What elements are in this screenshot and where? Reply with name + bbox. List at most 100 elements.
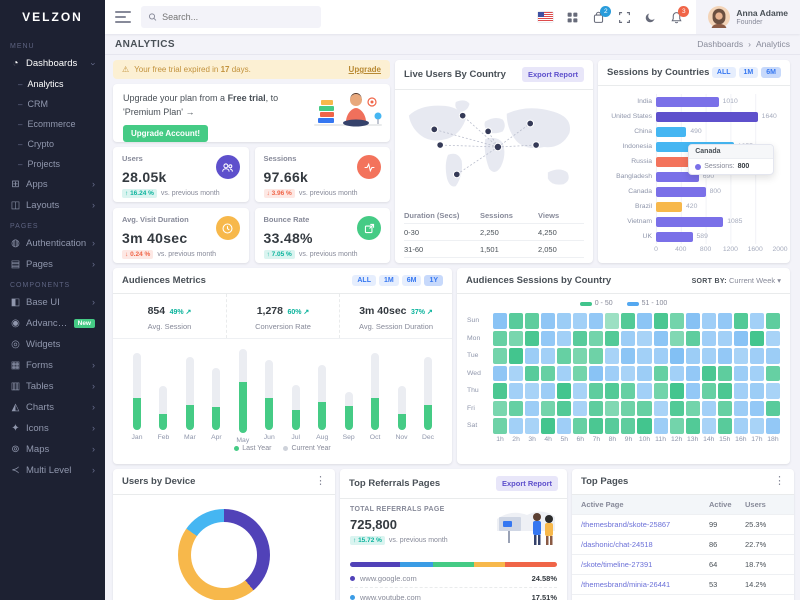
- heatmap-cell[interactable]: [669, 400, 684, 416]
- bar[interactable]: [656, 111, 758, 122]
- heatmap-cell[interactable]: [717, 365, 732, 381]
- heatmap-cell[interactable]: [733, 348, 748, 364]
- current-year-bar[interactable]: [371, 352, 380, 399]
- heatmap-cell[interactable]: [605, 313, 620, 329]
- heatmap-cell[interactable]: [701, 313, 716, 329]
- heatmap-cell[interactable]: [749, 400, 764, 416]
- fullscreen-icon[interactable]: [618, 11, 631, 24]
- heatmap-cell[interactable]: [733, 313, 748, 329]
- heatmap-cell[interactable]: [525, 400, 540, 416]
- last-year-bar[interactable]: [159, 414, 168, 430]
- heatmap-cell[interactable]: [669, 418, 684, 434]
- heatmap-cell[interactable]: [733, 418, 748, 434]
- heatmap-cell[interactable]: [605, 330, 620, 346]
- heatmap-cell[interactable]: [749, 330, 764, 346]
- sidebar-item-layouts[interactable]: ◫ Layouts ›: [0, 195, 105, 216]
- heatmap-cell[interactable]: [749, 365, 764, 381]
- heatmap-cell[interactable]: [589, 400, 604, 416]
- referral-link[interactable]: www.youtube.com: [360, 592, 421, 600]
- heatmap-cell[interactable]: [685, 365, 700, 381]
- heatmap-cell[interactable]: [621, 313, 636, 329]
- heatmap-cell[interactable]: [749, 348, 764, 364]
- heatmap-cell[interactable]: [701, 348, 716, 364]
- heatmap-cell[interactable]: [541, 313, 556, 329]
- filter-all[interactable]: ALL: [711, 67, 736, 78]
- heatmap-cell[interactable]: [525, 383, 540, 399]
- heatmap-cell[interactable]: [573, 330, 588, 346]
- heatmap-cell[interactable]: [653, 383, 668, 399]
- heatmap-cell[interactable]: [557, 400, 572, 416]
- heatmap-cell[interactable]: [685, 418, 700, 434]
- heatmap-cell[interactable]: [717, 383, 732, 399]
- sidebar-item-analytics[interactable]: – Analytics: [0, 74, 105, 94]
- heatmap-cell[interactable]: [749, 383, 764, 399]
- upgrade-link[interactable]: Upgrade: [348, 65, 381, 74]
- heatmap-cell[interactable]: [509, 383, 524, 399]
- heatmap-cell[interactable]: [589, 365, 604, 381]
- bar[interactable]: [656, 186, 706, 197]
- heatmap-cell[interactable]: [717, 330, 732, 346]
- heatmap-cell[interactable]: [621, 348, 636, 364]
- last-year-bar[interactable]: [238, 382, 247, 433]
- heatmap-cell[interactable]: [525, 313, 540, 329]
- heatmap-cell[interactable]: [701, 330, 716, 346]
- heatmap-cell[interactable]: [637, 383, 652, 399]
- sidebar-item-multi-level[interactable]: ≺ Multi Level ›: [0, 460, 105, 481]
- heatmap-cell[interactable]: [669, 365, 684, 381]
- current-year-bar[interactable]: [291, 384, 300, 411]
- current-year-bar[interactable]: [185, 356, 194, 405]
- filter-1y[interactable]: 1Y: [424, 275, 443, 286]
- heatmap-cell[interactable]: [605, 348, 620, 364]
- heatmap-cell[interactable]: [509, 418, 524, 434]
- heatmap-cell[interactable]: [493, 313, 508, 329]
- heatmap-cell[interactable]: [685, 383, 700, 399]
- sidebar-item-crm[interactable]: – CRM: [0, 94, 105, 114]
- heatmap-cell[interactable]: [717, 400, 732, 416]
- heatmap-cell[interactable]: [525, 365, 540, 381]
- referral-link[interactable]: www.google.com: [360, 573, 417, 583]
- bar[interactable]: [656, 126, 687, 137]
- heatmap-cell[interactable]: [589, 313, 604, 329]
- heatmap-cell[interactable]: [557, 313, 572, 329]
- heatmap-cell[interactable]: [765, 330, 780, 346]
- heatmap-cell[interactable]: [605, 418, 620, 434]
- heatmap-cell[interactable]: [573, 348, 588, 364]
- heatmap-cell[interactable]: [589, 348, 604, 364]
- heatmap-cell[interactable]: [621, 365, 636, 381]
- heatmap-cell[interactable]: [765, 365, 780, 381]
- heatmap-cell[interactable]: [765, 348, 780, 364]
- current-year-bar[interactable]: [344, 392, 353, 406]
- sidebar-item-tables[interactable]: ▥ Tables ›: [0, 376, 105, 397]
- last-year-bar[interactable]: [397, 414, 406, 430]
- heatmap-cell[interactable]: [605, 383, 620, 399]
- sidebar-item-base-ui[interactable]: ◧ Base UI ›: [0, 292, 105, 313]
- user-menu[interactable]: Anna Adame Founder: [696, 0, 800, 34]
- heatmap-cell[interactable]: [573, 418, 588, 434]
- heatmap-cell[interactable]: [493, 418, 508, 434]
- heatmap-cell[interactable]: [509, 400, 524, 416]
- last-year-bar[interactable]: [423, 404, 432, 430]
- heatmap-cell[interactable]: [493, 365, 508, 381]
- heatmap-cell[interactable]: [493, 330, 508, 346]
- heatmap-cell[interactable]: [605, 365, 620, 381]
- sidebar-item-widgets[interactable]: ◎ Widgets: [0, 334, 105, 355]
- heatmap-cell[interactable]: [493, 348, 508, 364]
- heatmap-cell[interactable]: [653, 400, 668, 416]
- page-link[interactable]: /skote/timeline-27391: [581, 560, 653, 569]
- heatmap-cell[interactable]: [509, 365, 524, 381]
- heatmap-cell[interactable]: [733, 400, 748, 416]
- bar[interactable]: [656, 216, 724, 227]
- heatmap-cell[interactable]: [669, 330, 684, 346]
- heatmap-cell[interactable]: [637, 400, 652, 416]
- breadcrumb-dashboards[interactable]: Dashboards: [697, 39, 744, 49]
- current-year-bar[interactable]: [238, 349, 247, 383]
- filter-6m[interactable]: 6M: [761, 67, 781, 78]
- page-link[interactable]: /themesbrand/minia-26441: [581, 580, 671, 589]
- sidebar-item-charts[interactable]: ◭ Charts ›: [0, 397, 105, 418]
- heatmap-cell[interactable]: [509, 313, 524, 329]
- heatmap-cell[interactable]: [653, 313, 668, 329]
- heatmap-cell[interactable]: [573, 383, 588, 399]
- heatmap-cell[interactable]: [637, 330, 652, 346]
- current-year-bar[interactable]: [318, 364, 327, 402]
- heatmap-cell[interactable]: [541, 348, 556, 364]
